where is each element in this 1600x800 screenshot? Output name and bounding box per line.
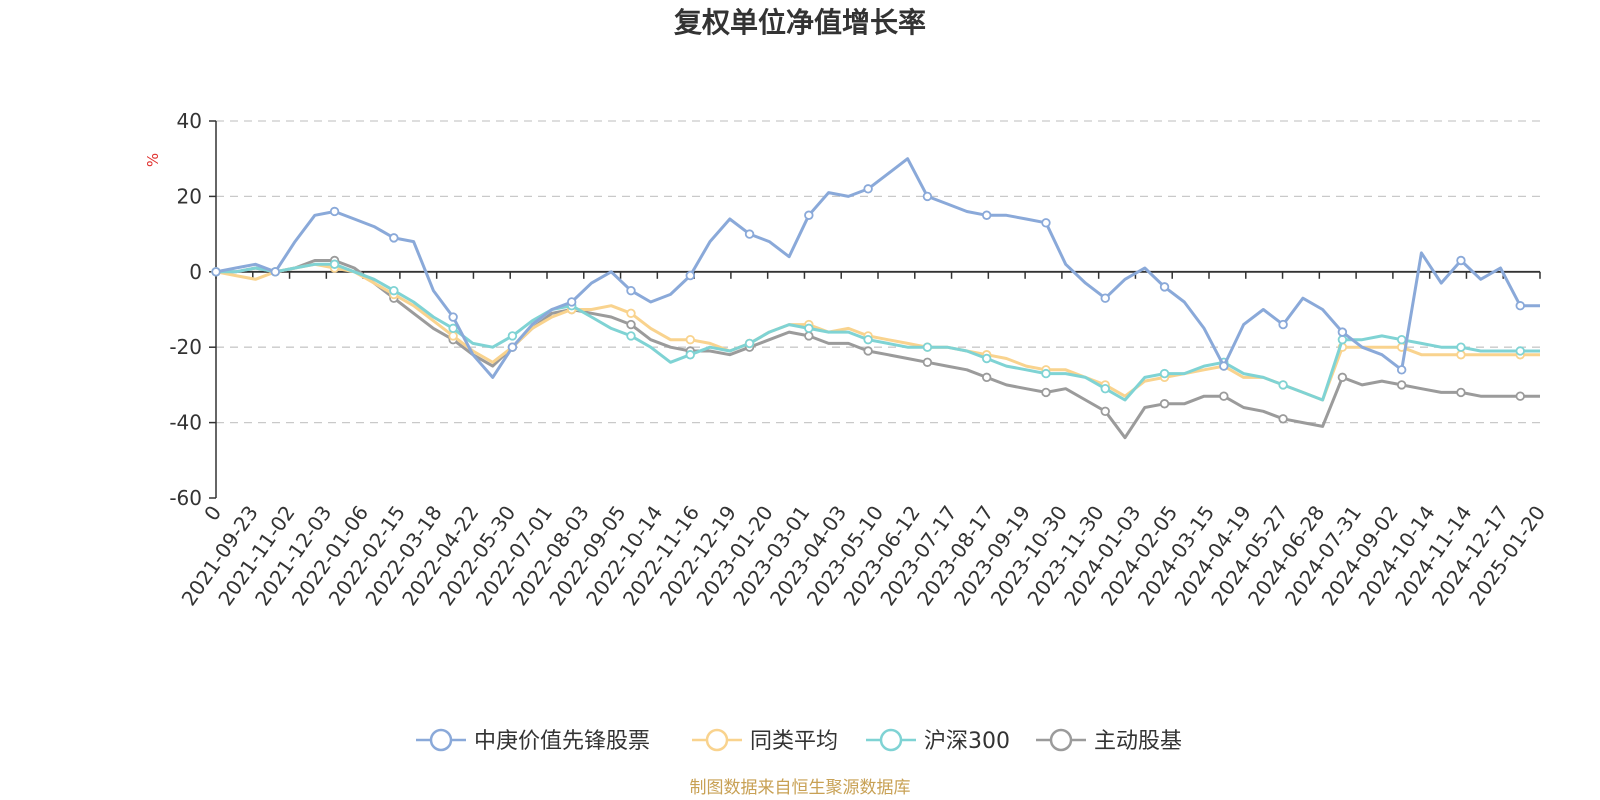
axes: 40200-20-40-6002021-09-232021-11-022021-…	[169, 109, 1550, 610]
y-tick-label: 20	[177, 184, 202, 208]
legend-item: 中庚价值先锋股票	[416, 728, 650, 754]
series-point	[1100, 406, 1110, 416]
legend-item: 主动股基	[1036, 728, 1182, 754]
y-tick-label: -60	[169, 486, 202, 510]
series-point	[626, 319, 636, 330]
series-point	[1456, 350, 1466, 360]
series-point	[863, 346, 873, 356]
series-point	[626, 285, 636, 296]
y-tick-label: 40	[177, 109, 202, 133]
series-point	[1041, 368, 1051, 379]
series-point	[922, 191, 933, 202]
legend-swatch-marker	[1049, 728, 1073, 752]
legend-item: 沪深300	[866, 728, 1010, 754]
series-point	[626, 331, 636, 341]
series-point	[1396, 334, 1407, 345]
series-point	[1515, 301, 1525, 311]
series-point	[1219, 361, 1229, 371]
legend-label: 同类平均	[750, 729, 838, 754]
y-axis-unit: %	[144, 153, 162, 167]
legend-swatch-marker	[879, 728, 903, 752]
chart-title: 复权单位净值增长率	[674, 6, 926, 39]
series-point	[1456, 387, 1466, 398]
series-line	[216, 262, 1540, 402]
series-point	[507, 342, 518, 352]
series-point	[1515, 346, 1525, 356]
series-point	[1337, 334, 1348, 345]
series-point	[448, 323, 458, 334]
series-point	[1041, 218, 1051, 228]
series-point	[981, 353, 992, 364]
series-point	[1396, 365, 1407, 375]
series-point	[685, 270, 695, 281]
series-point	[1337, 327, 1348, 337]
series-point	[922, 357, 933, 367]
x-tick-label: 0	[199, 501, 226, 525]
series-point	[981, 372, 992, 383]
series-lines	[211, 157, 1540, 440]
series-point	[329, 206, 340, 217]
series-point	[1456, 255, 1466, 266]
series-point	[1159, 399, 1170, 409]
series-point	[211, 267, 221, 277]
legend-label: 沪深300	[924, 729, 1010, 754]
series-point	[1100, 293, 1110, 303]
legend-item: 同类平均	[692, 728, 838, 754]
data-source-note: 制图数据来自恒生聚源数据库	[690, 778, 911, 798]
series-point	[448, 331, 458, 341]
series-point	[567, 297, 577, 307]
series-point	[1100, 383, 1110, 394]
series-point	[389, 285, 399, 296]
grid-lines	[216, 120, 1540, 424]
series-point	[1159, 282, 1170, 292]
series-point	[1337, 372, 1348, 383]
series-point	[329, 259, 340, 269]
series-point	[685, 334, 695, 345]
series-point	[922, 342, 933, 352]
series-line	[216, 259, 1540, 440]
y-tick-label: 0	[189, 260, 202, 284]
series-point	[685, 350, 695, 360]
series-point	[804, 331, 814, 341]
legend-swatch-marker	[429, 728, 453, 752]
series-point	[1159, 368, 1170, 379]
series-point	[1041, 387, 1051, 398]
series-point	[863, 184, 873, 194]
series-point	[1278, 319, 1288, 330]
series-point	[981, 210, 992, 220]
legend-swatch-marker	[705, 728, 729, 752]
series-point	[1278, 414, 1288, 424]
series-point	[744, 338, 755, 349]
series-point	[804, 210, 814, 220]
series-point	[744, 229, 755, 239]
series-point	[507, 331, 518, 341]
series-point	[1515, 391, 1525, 401]
series-point	[1456, 342, 1466, 352]
legend-label: 中庚价值先锋股票	[474, 729, 650, 754]
series-point	[863, 334, 873, 345]
y-tick-label: -20	[169, 335, 202, 359]
series-point	[389, 233, 399, 243]
legend: 中庚价值先锋股票 同类平均 沪深300 主动股基	[416, 728, 1182, 754]
legend-label: 主动股基	[1094, 729, 1182, 754]
y-tick-label: -40	[169, 411, 202, 435]
series-point	[1219, 391, 1229, 401]
series-point	[448, 312, 458, 322]
series-point	[804, 323, 814, 334]
series-point	[270, 267, 280, 277]
series-point	[1278, 380, 1288, 390]
series-point	[626, 308, 636, 318]
series-line	[215, 157, 1540, 379]
series-point	[1396, 380, 1407, 390]
